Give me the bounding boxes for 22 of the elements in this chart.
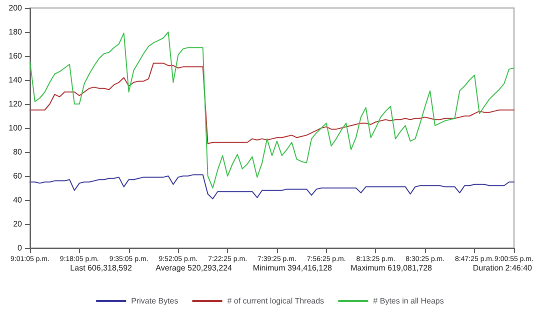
y-tick-label: 160 <box>8 52 23 60</box>
line-series <box>30 32 514 188</box>
line-series <box>30 62 514 144</box>
y-tick-label: 80 <box>13 148 23 156</box>
y-tick-label: 40 <box>13 196 23 204</box>
text: Duration 2:46:40 <box>472 264 533 272</box>
line-series <box>30 174 514 200</box>
y-tick-label: 120 <box>8 100 23 108</box>
text: Minimum 394,416,128 <box>252 264 333 272</box>
y-tick-label: 200 <box>8 4 23 12</box>
y-tick-label: 180 <box>8 28 23 36</box>
y-tick-label: 100 <box>8 124 23 132</box>
y-tick-label: 20 <box>13 220 23 228</box>
legend-label: # Bytes in all Heaps <box>373 296 444 306</box>
text: Maximum 619,081,728 <box>350 264 433 272</box>
y-tick-label: 60 <box>13 172 23 180</box>
text: Average 520,293,224 <box>156 264 233 272</box>
text: Last 606,318,592 <box>70 264 133 272</box>
legend-label: Private Bytes <box>131 296 178 306</box>
legend-label: # of current logical Threads <box>227 296 324 306</box>
y-tick-label: 140 <box>8 76 23 84</box>
y-tick-label: 0 <box>18 244 23 252</box>
